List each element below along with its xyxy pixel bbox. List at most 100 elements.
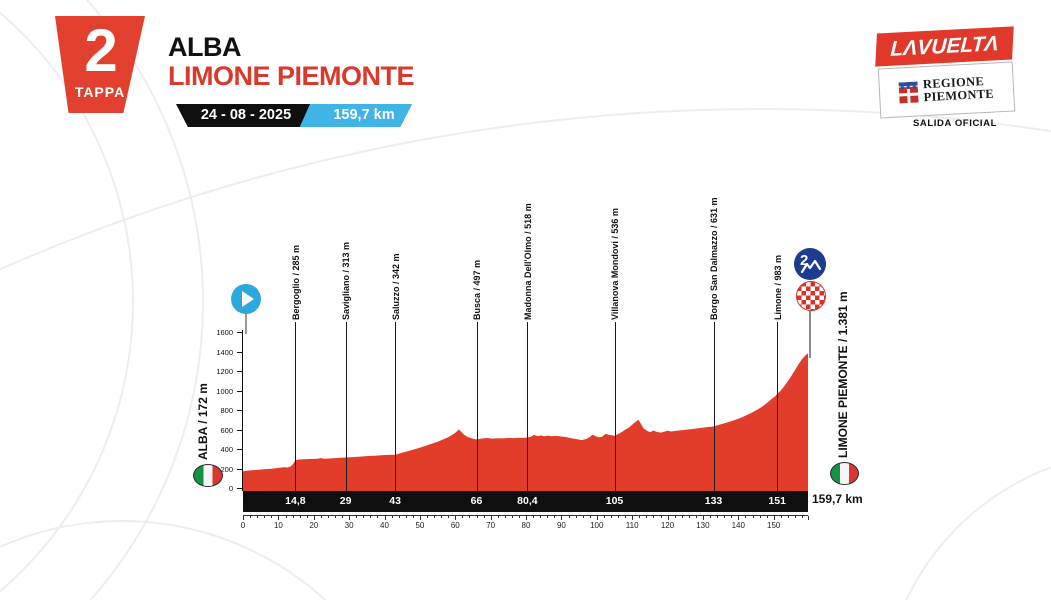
ruler-minor-tick (434, 516, 435, 518)
finish-elevation-label: LIMONE PIEMONTE / 1.381 m (836, 291, 850, 458)
stage-type-label: TAPPA (74, 84, 126, 100)
ruler-major-tick (773, 516, 775, 520)
ruler-major-tick (702, 516, 704, 520)
piemonte-crest-icon (898, 80, 919, 103)
km-marker-label: 105 (605, 495, 624, 507)
ruler-minor-tick (717, 516, 719, 518)
start-play-icon (231, 284, 261, 314)
ruler-major-tick (738, 516, 740, 520)
y-axis-tick-label: 1400 (216, 347, 233, 357)
ruler-major-tick (349, 516, 351, 520)
ruler-minor-tick (745, 516, 747, 518)
ruler-minor-tick (462, 516, 464, 518)
ruler-minor-tick (554, 516, 556, 518)
ruler-minor-tick (533, 516, 535, 518)
finish-italy-flag-icon (830, 462, 859, 485)
ruler-minor-tick (660, 516, 662, 518)
background-arc (880, 450, 1051, 600)
ruler-minor-tick (653, 516, 655, 518)
elevation-profile-chart (243, 353, 808, 491)
stage-date: 24 - 08 - 2025 (200, 107, 292, 123)
ruler-minor-tick (448, 516, 450, 518)
ruler-minor-tick (320, 516, 322, 518)
ruler-minor-tick (327, 516, 329, 518)
play-triangle-icon (242, 291, 254, 307)
ruler-minor-tick (646, 516, 648, 518)
start-marker-stem (245, 312, 247, 334)
regione-piemonte-logo: REGIONE PIEMONTE (877, 61, 1016, 119)
ruler-minor-tick (540, 516, 542, 518)
waypoint-line (295, 322, 297, 491)
ruler-tick-label: 110 (625, 521, 639, 530)
ruler-minor-tick (625, 516, 627, 518)
y-axis-tick (237, 351, 242, 353)
ruler-minor-tick (589, 516, 591, 518)
ruler-tick-label: 50 (415, 521, 425, 530)
ruler-minor-tick (412, 516, 414, 518)
salida-oficial-caption: SALIDA OFICIAL (912, 118, 998, 129)
waypoint-label: Savigliano / 313 m (341, 241, 352, 320)
ruler-minor-tick (802, 516, 803, 518)
ruler-minor-tick (724, 516, 726, 518)
ruler-major-tick (596, 516, 598, 520)
y-axis-tick-label: 1000 (216, 386, 233, 396)
km-marker-label: 80,4 (517, 495, 538, 507)
ruler-minor-tick (250, 516, 252, 518)
waypoint-label: Borgo San Dalmazzo / 631 m (709, 197, 719, 320)
ruler-major-tick (419, 516, 421, 520)
finish-marker-stem (809, 308, 811, 358)
km-marker-label: 133 (704, 495, 723, 507)
ruler-minor-tick (264, 516, 266, 518)
ruler-minor-tick (618, 516, 619, 518)
ruler-minor-tick (639, 516, 641, 518)
ruler-tick-label: 20 (309, 521, 319, 530)
y-axis-tick-label: 600 (220, 425, 233, 435)
checkered-finish-icon (796, 281, 826, 311)
ruler-tick-label: 60 (450, 521, 460, 530)
ruler-minor-tick (257, 516, 259, 518)
ruler-tick-label: 90 (556, 521, 566, 530)
km-marker-label: 151 (768, 495, 786, 507)
ruler-minor-tick (674, 516, 676, 518)
ruler-minor-tick (363, 516, 365, 518)
ruler-minor-tick (731, 516, 733, 518)
y-axis-tick (237, 371, 242, 372)
ruler-minor-tick (497, 516, 499, 518)
ruler-major-tick (313, 516, 315, 520)
km-marker-label: 66 (470, 495, 483, 507)
climb-icon-art: 2 (800, 252, 822, 274)
ruler-major-tick (455, 516, 457, 520)
background-arc (0, 520, 424, 600)
ruler-major-tick (632, 516, 634, 520)
ruler-major-tick (384, 516, 386, 520)
stage-number: 2 (84, 17, 117, 84)
category-2-climb-icon: 2 (794, 248, 826, 280)
ruler-minor-tick (370, 516, 372, 518)
ruler-minor-tick (568, 516, 570, 518)
ruler-minor-tick (752, 516, 754, 518)
y-axis-tick-label: 1600 (216, 328, 233, 337)
y-axis-line (242, 330, 243, 491)
finish-city-title: LIMONE PIEMONTE (168, 61, 415, 91)
ruler-minor-tick (306, 516, 308, 518)
ruler-minor-tick (610, 516, 612, 518)
waypoint-line (476, 322, 478, 491)
ruler-minor-tick (681, 516, 683, 518)
ruler-minor-tick (710, 516, 711, 518)
ruler-tick-label: 100 (590, 521, 604, 530)
ruler-minor-tick (547, 516, 549, 518)
ruler-minor-tick (405, 516, 407, 518)
waypoint-label: Saluzzo / 342 m (390, 253, 401, 320)
y-axis-tick (237, 429, 242, 431)
ruler-minor-tick (271, 516, 273, 518)
ruler-minor-tick (603, 516, 605, 518)
ruler-minor-tick (759, 516, 761, 518)
ruler-major-tick (667, 516, 669, 520)
ruler-tick-label: 70 (486, 521, 496, 530)
ruler-minor-tick (398, 516, 400, 518)
ruler-tick-label: 10 (273, 521, 283, 530)
ruler-minor-tick (292, 516, 294, 518)
start-city-title: ALBA (168, 32, 242, 62)
y-axis-tick (237, 390, 242, 392)
waypoint-label: Busca / 497 m (472, 259, 482, 320)
